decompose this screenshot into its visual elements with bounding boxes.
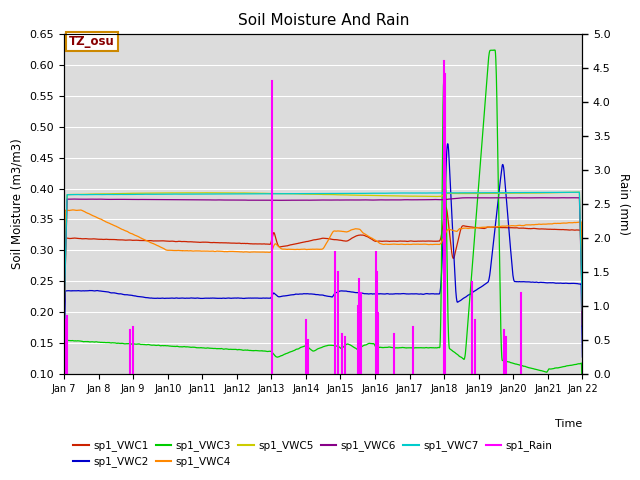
sp1_VWC5 [60,312,68,318]
sp1_VWC7 [60,312,68,318]
sp1_VWC3 [579,393,586,399]
sp1_VWC2 [444,141,452,146]
sp1_VWC6 [371,197,379,203]
sp1_VWC5 [258,191,266,196]
sp1_VWC4 [69,207,77,213]
sp1_VWC3 [397,345,405,350]
sp1_VWC7 [397,190,405,196]
Line: sp1_VWC1: sp1_VWC1 [64,207,582,337]
sp1_VWC1 [371,238,379,244]
sp1_VWC3 [447,347,454,352]
sp1_VWC5 [486,191,494,196]
sp1_VWC6 [579,310,586,316]
sp1_VWC6 [486,195,494,201]
Line: sp1_VWC7: sp1_VWC7 [64,192,582,315]
sp1_VWC5 [154,190,162,196]
sp1_VWC7 [371,191,379,196]
Line: sp1_VWC3: sp1_VWC3 [64,50,582,396]
sp1_VWC2 [579,354,586,360]
Y-axis label: Soil Moisture (m3/m3): Soil Moisture (m3/m3) [11,139,24,269]
sp1_VWC3 [490,47,498,53]
sp1_VWC7 [579,307,586,313]
sp1_VWC4 [259,249,266,255]
sp1_VWC1 [60,334,68,340]
sp1_VWC1 [154,238,162,244]
sp1_VWC5 [397,193,405,199]
sp1_VWC4 [397,241,405,247]
sp1_VWC2 [447,193,455,199]
Legend: sp1_VWC1, sp1_VWC2, sp1_VWC3, sp1_VWC4, sp1_VWC5, sp1_VWC6, sp1_VWC7, sp1_Rain: sp1_VWC1, sp1_VWC2, sp1_VWC3, sp1_VWC4, … [69,436,557,471]
sp1_VWC4 [579,322,586,328]
Line: sp1_VWC2: sp1_VWC2 [64,144,582,360]
sp1_VWC6 [60,315,68,321]
sp1_VWC2 [397,291,405,297]
sp1_VWC1 [579,324,586,329]
sp1_VWC5 [575,189,583,195]
sp1_VWC3 [486,48,494,53]
sp1_VWC1 [397,238,405,244]
sp1_VWC7 [486,190,494,195]
sp1_VWC6 [397,197,405,203]
sp1_VWC4 [447,227,455,233]
sp1_VWC2 [60,358,68,363]
sp1_VWC5 [371,192,379,198]
sp1_VWC7 [447,190,454,196]
sp1_VWC7 [258,191,266,197]
Text: Time: Time [555,419,582,429]
sp1_VWC1 [486,224,494,230]
sp1_VWC5 [579,307,586,313]
Line: sp1_VWC4: sp1_VWC4 [64,210,582,325]
sp1_VWC4 [154,243,162,249]
sp1_VWC3 [371,343,379,348]
sp1_VWC6 [499,195,507,201]
sp1_VWC1 [442,204,450,210]
sp1_VWC4 [371,237,379,243]
sp1_VWC3 [154,342,162,348]
sp1_VWC2 [258,295,266,301]
sp1_VWC1 [447,242,455,248]
Title: Soil Moisture And Rain: Soil Moisture And Rain [237,13,409,28]
sp1_VWC6 [258,197,266,203]
Y-axis label: Rain (mm): Rain (mm) [617,173,630,235]
Line: sp1_VWC6: sp1_VWC6 [64,198,582,318]
sp1_VWC2 [486,268,494,274]
sp1_VWC7 [154,192,162,197]
sp1_VWC4 [60,316,68,322]
Line: sp1_VWC5: sp1_VWC5 [64,192,582,315]
Text: TZ_osu: TZ_osu [69,35,115,48]
sp1_VWC4 [486,224,494,230]
sp1_VWC3 [60,385,68,391]
sp1_VWC7 [575,189,582,195]
sp1_VWC5 [447,191,454,196]
sp1_VWC3 [258,348,266,354]
sp1_VWC2 [154,295,162,301]
sp1_VWC6 [447,196,454,202]
sp1_VWC1 [258,241,266,247]
sp1_VWC6 [154,197,162,203]
sp1_VWC2 [371,291,379,297]
